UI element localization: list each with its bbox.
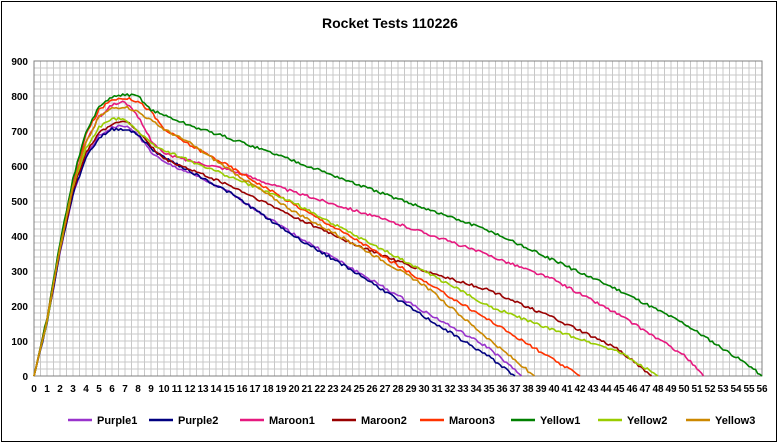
x-tick-label: 26 [366, 384, 378, 395]
x-tick-label: 1 [44, 384, 50, 395]
x-tick-label: 4 [83, 384, 89, 395]
x-tick-label: 39 [535, 384, 547, 395]
x-tick-label: 16 [236, 384, 248, 395]
x-tick-label: 43 [587, 384, 599, 395]
x-tick-label: 50 [678, 384, 690, 395]
x-tick-label: 51 [691, 384, 703, 395]
y-tick-label: 0 [22, 372, 28, 383]
y-tick-label: 100 [11, 337, 28, 348]
x-tick-label: 9 [148, 384, 154, 395]
grid [33, 60, 763, 377]
x-tick-label: 13 [197, 384, 209, 395]
x-tick-label: 29 [405, 384, 417, 395]
x-tick-label: 45 [613, 384, 625, 395]
x-tick-label: 42 [574, 384, 586, 395]
x-tick-label: 27 [379, 384, 391, 395]
x-tick-label: 3 [70, 384, 76, 395]
x-tick-label: 24 [340, 384, 352, 395]
x-tick-label: 30 [418, 384, 430, 395]
x-tick-label: 56 [756, 384, 768, 395]
chart-title: Rocket Tests 110226 [322, 15, 458, 31]
x-tick-label: 33 [457, 384, 469, 395]
legend: Purple1 Purple2 Maroon1 Maroon2 Maroon3 Yello… [68, 415, 755, 427]
y-tick-label: 300 [11, 267, 28, 278]
y-tick-label: 600 [11, 162, 28, 173]
plot-area [33, 60, 763, 377]
x-tick-label: 25 [353, 384, 365, 395]
x-tick-label: 36 [496, 384, 508, 395]
x-tick-label: 8 [135, 384, 141, 395]
x-tick-label: 46 [626, 384, 638, 395]
x-tick-label: 2 [57, 384, 63, 395]
series-line-maroon2 [33, 120, 652, 377]
x-tick-label: 10 [158, 384, 170, 395]
x-tick-label: 6 [109, 384, 115, 395]
x-tick-label: 48 [652, 384, 664, 395]
x-tick-label: 18 [262, 384, 274, 395]
x-tick-label: 19 [275, 384, 287, 395]
legend-label: Purple2 [178, 415, 218, 427]
y-tick-label: 400 [11, 232, 28, 243]
x-tick-label: 20 [288, 384, 300, 395]
x-tick-label: 41 [561, 384, 573, 395]
series-lines [33, 93, 763, 377]
y-axis-ticks: 0 100 200 300 400 500 600 700 800 900 [11, 57, 28, 383]
legend-label: Maroon1 [269, 415, 315, 427]
x-tick-label: 37 [509, 384, 521, 395]
legend-label: Yellow3 [715, 415, 755, 427]
x-tick-label: 28 [392, 384, 404, 395]
x-tick-label: 53 [717, 384, 729, 395]
x-axis-ticks: 0 1 2 3 4 5 6 7 8 9 10 11 12 13 14 15 16 17 18 19 20 21 22 23 24… [31, 384, 768, 395]
y-tick-label: 200 [11, 302, 28, 313]
x-tick-label: 14 [210, 384, 222, 395]
legend-label: Yellow2 [627, 415, 667, 427]
x-tick-label: 47 [639, 384, 651, 395]
x-tick-label: 32 [444, 384, 456, 395]
y-tick-label: 900 [11, 57, 28, 68]
x-tick-label: 11 [172, 384, 183, 395]
x-tick-label: 34 [470, 384, 482, 395]
legend-label: Yellow1 [540, 415, 580, 427]
series-line-yellow1 [33, 93, 763, 377]
y-tick-label: 800 [11, 92, 28, 103]
x-tick-label: 15 [223, 384, 235, 395]
x-tick-label: 31 [431, 384, 443, 395]
x-tick-label: 49 [665, 384, 677, 395]
series-line-maroon1 [33, 100, 705, 377]
y-tick-label: 700 [11, 127, 28, 138]
series-line-yellow2 [33, 116, 659, 377]
legend-label: Maroon2 [361, 415, 407, 427]
x-tick-label: 38 [522, 384, 534, 395]
x-tick-label: 22 [314, 384, 326, 395]
series-line-maroon3 [33, 96, 581, 377]
x-tick-label: 21 [301, 384, 313, 395]
series-line-yellow3 [33, 105, 535, 377]
x-tick-label: 23 [327, 384, 339, 395]
x-tick-label: 54 [730, 384, 742, 395]
x-tick-label: 7 [122, 384, 128, 395]
legend-label: Purple1 [97, 415, 137, 427]
series-line-purple1 [33, 124, 523, 377]
x-tick-label: 55 [743, 384, 755, 395]
x-tick-label: 44 [600, 384, 612, 395]
y-tick-label: 500 [11, 197, 28, 208]
x-tick-label: 12 [184, 384, 196, 395]
x-tick-label: 35 [483, 384, 495, 395]
series-line-purple2 [33, 127, 516, 377]
x-tick-label: 17 [249, 384, 261, 395]
x-tick-label: 0 [31, 384, 37, 395]
x-tick-label: 5 [96, 384, 102, 395]
x-tick-label: 52 [704, 384, 716, 395]
x-tick-label: 40 [548, 384, 560, 395]
legend-label: Maroon3 [449, 415, 495, 427]
